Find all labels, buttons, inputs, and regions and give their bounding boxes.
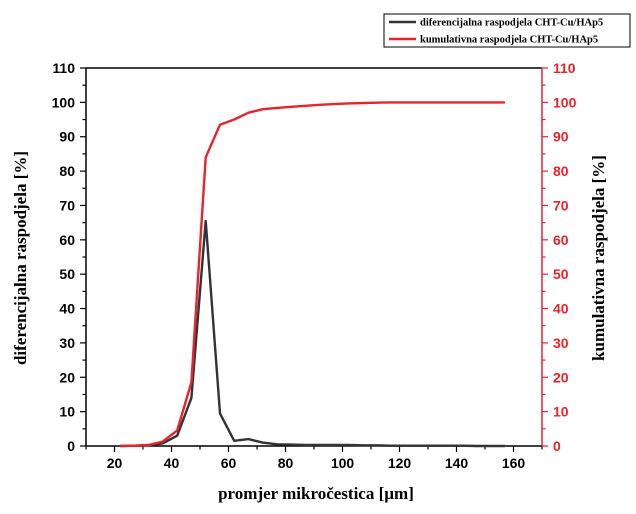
- y-axis-right-title: kumulativna raspodjela [%]: [589, 155, 608, 361]
- y-right-tick-label: 0: [553, 438, 561, 454]
- series-line-cumulative: [120, 101, 505, 448]
- y-left-tick-label: 80: [59, 163, 75, 179]
- y-left-tick-label: 0: [67, 438, 75, 454]
- y-left-tick-label: 60: [59, 232, 75, 248]
- y-right-tick-label: 70: [553, 197, 569, 213]
- x-tick-label: 160: [502, 455, 526, 471]
- y-left-tick-label: 20: [59, 369, 75, 385]
- legend-box: [383, 13, 631, 48]
- y-right-tick-label: 20: [553, 369, 569, 385]
- legend-label-differential: diferencijalna raspodjela CHT-Cu/HAp5: [420, 18, 603, 29]
- y-left-tick-label: 40: [59, 301, 75, 317]
- y-right-tick-label: 110: [553, 60, 576, 76]
- x-axis-title: promjer mikročestica [µm]: [218, 484, 414, 503]
- x-tick-label: 120: [388, 455, 412, 471]
- y-axis-left-title: diferencijalna raspodjela [%]: [11, 151, 30, 365]
- y-left-tick-label: 50: [59, 266, 75, 282]
- y-right-tick-label: 90: [553, 129, 569, 145]
- y-right-tick-label: 100: [553, 94, 577, 110]
- legend: diferencijalna raspodjela CHT-Cu/HAp5 ku…: [383, 13, 631, 48]
- x-tick-label: 80: [278, 455, 294, 471]
- x-tick-label: 100: [331, 455, 355, 471]
- x-tick-label: 20: [107, 455, 123, 471]
- y-left-tick-label: 70: [59, 197, 75, 213]
- x-tick-label: 40: [164, 455, 180, 471]
- y-left-tick-label: 10: [59, 404, 75, 420]
- y-right-tick-label: 10: [553, 404, 569, 420]
- x-tick-label: 140: [445, 455, 469, 471]
- series-line-differential: [120, 219, 505, 448]
- plot-frame: [85, 67, 543, 447]
- y-left-tick-label: 30: [59, 335, 75, 351]
- y-axis-left: 0 10 20 30 40 50 60 70 80 90 100 110: [52, 60, 86, 454]
- y-left-tick-label: 90: [59, 129, 75, 145]
- y-right-tick-label: 80: [553, 163, 569, 179]
- legend-label-cumulative: kumulativna raspodjela CHT-Cu/HAp5: [420, 35, 598, 46]
- series-layer: [120, 101, 505, 448]
- y-right-tick-label: 50: [553, 266, 569, 282]
- y-right-tick-label: 30: [553, 335, 569, 351]
- y-right-tick-label: 40: [553, 301, 569, 317]
- y-axis-right: 0 10 20 30 40 50 60 70 80 90 100 110: [542, 60, 577, 454]
- x-axis: 20 40 60 80 100 120 140 160: [85, 446, 543, 471]
- x-tick-label: 60: [221, 455, 237, 471]
- y-right-tick-label: 60: [553, 232, 569, 248]
- y-left-tick-label: 110: [52, 60, 75, 76]
- y-left-tick-label: 100: [52, 94, 76, 110]
